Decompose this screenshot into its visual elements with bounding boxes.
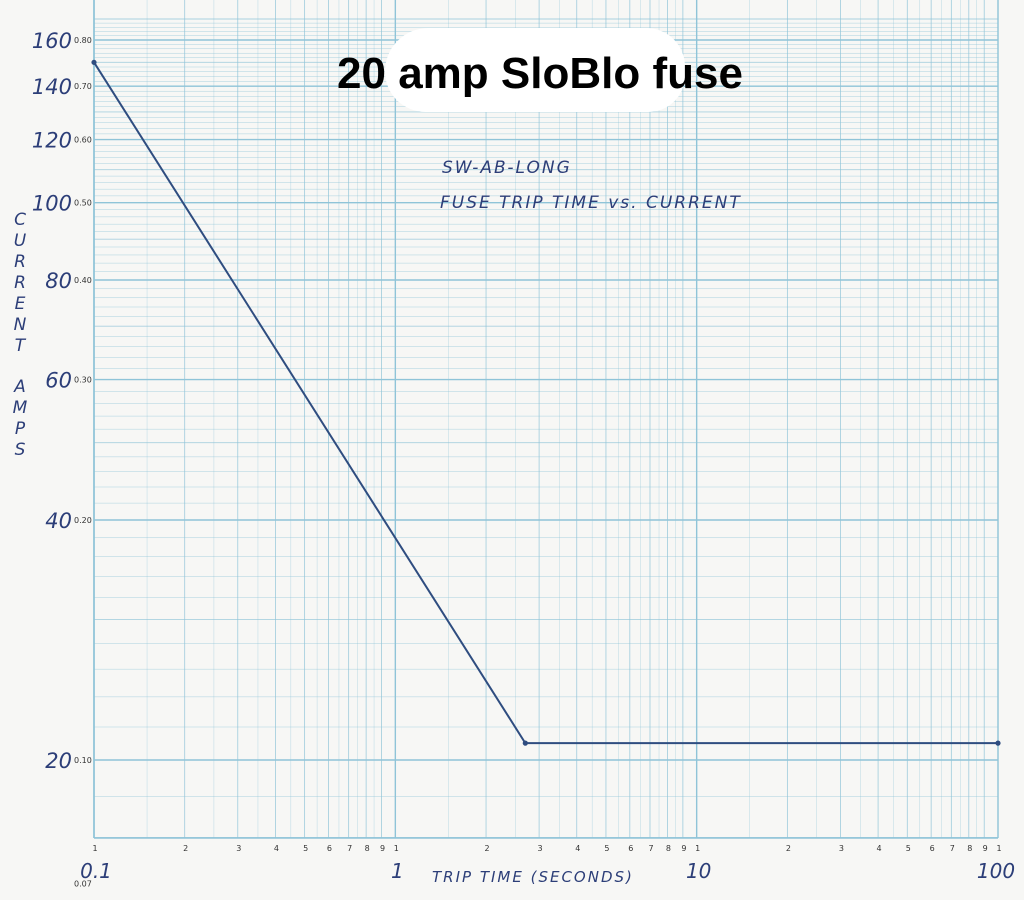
y-axis-label-letter: S bbox=[14, 440, 26, 460]
x-minor-tick-label: 5 bbox=[906, 844, 911, 853]
y-axis-label-letter: R bbox=[14, 252, 26, 272]
x-major-tick-label: 100 bbox=[977, 859, 1015, 883]
x-major-tick-label: 0.1 bbox=[80, 859, 112, 883]
x-minor-tick-label: 8 bbox=[365, 844, 370, 853]
y-scale-tick-label: 0.07 bbox=[74, 879, 92, 888]
y-scale-tick-label: 0.10 bbox=[74, 756, 92, 765]
y-scale-tick-label: 0.40 bbox=[74, 276, 92, 285]
x-minor-tick-label: 1 bbox=[394, 844, 399, 853]
y-axis-label-letter: P bbox=[14, 419, 26, 439]
curve-layer bbox=[91, 59, 1001, 746]
x-minor-tick-label: 2 bbox=[786, 844, 791, 853]
y-major-tick-label: 60 bbox=[45, 369, 72, 393]
x-minor-tick-label: 3 bbox=[236, 844, 241, 853]
y-axis-label-letter: T bbox=[14, 336, 26, 356]
x-minor-tick-label: 6 bbox=[930, 844, 935, 853]
x-minor-tick-label: 8 bbox=[967, 844, 972, 853]
x-minor-tick-label: 7 bbox=[950, 844, 955, 853]
y-axis-label-letter: C bbox=[14, 210, 26, 230]
y-scale-tick-label: 0.60 bbox=[74, 136, 92, 145]
x-major-tick-label: 10 bbox=[686, 859, 711, 883]
data-point bbox=[91, 59, 97, 65]
x-minor-tick-label: 2 bbox=[183, 844, 188, 853]
y-axis-label-letter: R bbox=[14, 273, 26, 293]
x-minor-tick-label: 4 bbox=[877, 844, 882, 853]
x-minor-tick-label: 8 bbox=[666, 844, 671, 853]
x-minor-tick-label: 7 bbox=[648, 844, 653, 853]
y-axis-label-letter: U bbox=[13, 231, 27, 251]
x-minor-tick-label: 9 bbox=[983, 844, 988, 853]
x-minor-tick-label: 9 bbox=[681, 844, 686, 853]
y-scale-tick-label: 0.30 bbox=[74, 376, 92, 385]
x-minor-tick-label: 2 bbox=[484, 844, 489, 853]
x-minor-tick-label: 3 bbox=[839, 844, 844, 853]
x-minor-tick-label: 4 bbox=[575, 844, 580, 853]
x-minor-tick-label: 5 bbox=[303, 844, 308, 853]
x-minor-tick-label: 4 bbox=[274, 844, 279, 853]
tick-layer: 1 2 3 4 5 6 7 8 9 1 2 3 4 5 6 7 8 9 1 2 3 4 5 6 7 8 9 10.1 1 10 100160… bbox=[32, 29, 1015, 888]
y-scale-tick-label: 0.50 bbox=[74, 199, 92, 208]
y-axis-label-letter: A bbox=[14, 377, 26, 397]
chart-title: 20 amp SloBlo fuse bbox=[337, 49, 743, 98]
x-minor-tick-label: 1 bbox=[996, 844, 1001, 853]
y-axis-label-letter: E bbox=[14, 294, 26, 314]
y-major-tick-label: 160 bbox=[32, 29, 72, 53]
y-axis-label-letter: M bbox=[12, 398, 28, 418]
y-scale-tick-label: 0.20 bbox=[74, 516, 92, 525]
y-major-tick-label: 40 bbox=[45, 509, 72, 533]
y-major-tick-label: 100 bbox=[32, 192, 72, 216]
y-axis-label-letter: N bbox=[13, 315, 27, 335]
y-major-tick-label: 120 bbox=[32, 129, 72, 153]
y-scale-tick-label: 0.70 bbox=[74, 82, 92, 91]
title-highlight bbox=[385, 28, 685, 112]
data-point bbox=[995, 740, 1001, 746]
x-minor-tick-label: 3 bbox=[538, 844, 543, 853]
annotation-line-2: FUSE TRIP TIME vs. CURRENT bbox=[440, 193, 742, 213]
grid-major bbox=[93, 0, 999, 839]
x-minor-tick-label: 7 bbox=[347, 844, 352, 853]
x-minor-tick-label: 1 bbox=[92, 844, 97, 853]
grid-minor bbox=[94, 0, 998, 838]
annotation-line-1: SW-AB-LONG bbox=[442, 158, 572, 178]
x-minor-tick-label: 6 bbox=[628, 844, 633, 853]
x-major-tick-label: 1 bbox=[391, 859, 404, 883]
x-minor-tick-label: 9 bbox=[380, 844, 385, 853]
x-minor-tick-label: 6 bbox=[327, 844, 332, 853]
x-minor-tick-label: 1 bbox=[695, 844, 700, 853]
x-axis-label: TRIP TIME (SECONDS) bbox=[432, 868, 634, 886]
x-minor-tick-label: 5 bbox=[604, 844, 609, 853]
y-major-tick-label: 20 bbox=[45, 749, 72, 773]
y-scale-tick-label: 0.80 bbox=[74, 36, 92, 45]
y-major-tick-label: 140 bbox=[32, 75, 72, 99]
data-point bbox=[522, 740, 528, 746]
y-major-tick-label: 80 bbox=[45, 269, 72, 293]
